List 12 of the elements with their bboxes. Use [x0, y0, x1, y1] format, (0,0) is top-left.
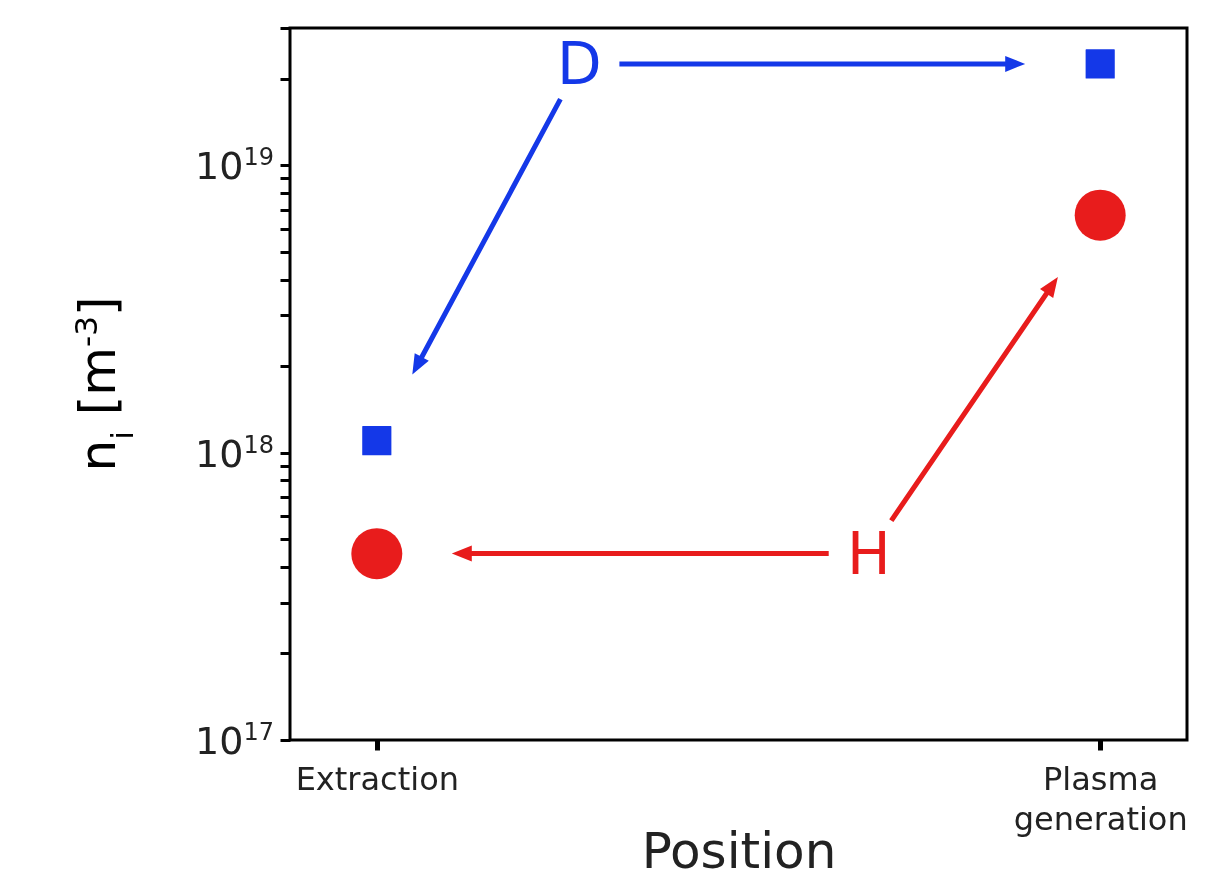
point: [1085, 49, 1115, 79]
y-tick-label: 10$^{19}$: [195, 143, 274, 189]
point: [351, 528, 403, 580]
text: H: [846, 519, 891, 588]
point: [1074, 189, 1126, 241]
point: [362, 426, 392, 456]
y-tick-label: 10$^{17}$: [195, 718, 274, 763]
x-axis-title: Position: [641, 821, 837, 880]
text: D: [557, 29, 602, 98]
x-tick-label: Plasma generation: [1013, 759, 1188, 838]
x-tick-label: Extraction: [295, 759, 459, 798]
y-tick-label: 10$^{18}$: [195, 430, 274, 476]
